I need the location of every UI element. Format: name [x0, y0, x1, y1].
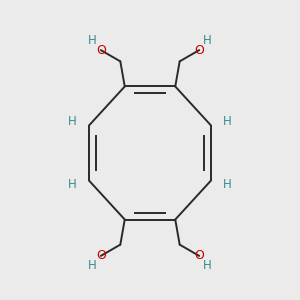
- Text: H: H: [88, 259, 97, 272]
- Text: O: O: [194, 249, 204, 262]
- Text: H: H: [68, 115, 77, 128]
- Text: O: O: [96, 249, 106, 262]
- Text: O: O: [194, 44, 204, 57]
- Text: H: H: [88, 34, 97, 47]
- Text: H: H: [223, 178, 232, 191]
- Text: H: H: [68, 178, 77, 191]
- Text: O: O: [96, 44, 106, 57]
- Text: H: H: [223, 115, 232, 128]
- Text: H: H: [203, 34, 212, 47]
- Text: H: H: [203, 259, 212, 272]
